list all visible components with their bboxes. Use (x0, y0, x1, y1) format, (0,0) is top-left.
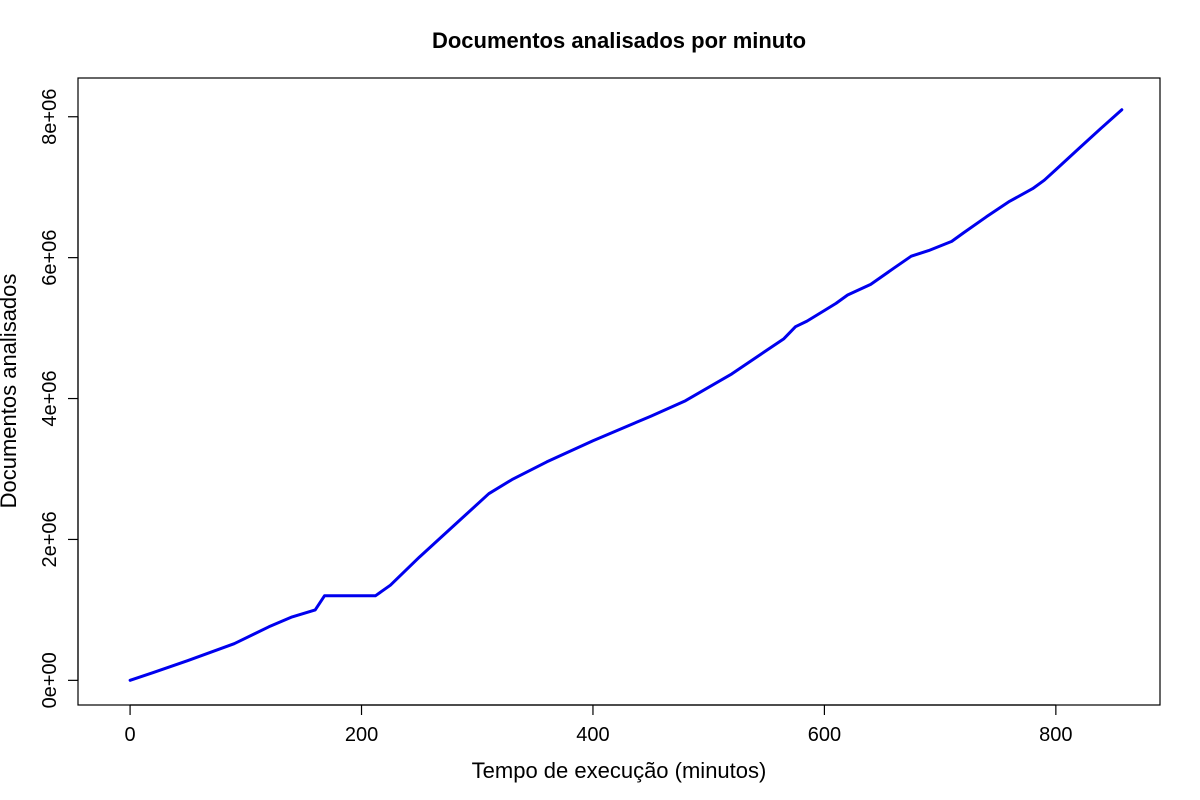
y-tick-label: 6e+06 (39, 230, 61, 286)
y-tick-label: 0e+00 (39, 652, 61, 708)
series-line (128, 108, 1124, 682)
x-tick-label: 0 (125, 724, 136, 746)
y-tick-label: 4e+06 (39, 370, 61, 426)
y-tick-label: 2e+06 (39, 511, 61, 567)
x-axis: 0 200 400 600 800 (125, 704, 1073, 746)
x-tick-label: 200 (345, 724, 378, 746)
y-axis: 0e+00 2e+06 4e+06 6e+06 8e+06 (39, 89, 79, 708)
x-tick-label: 800 (1039, 724, 1072, 746)
y-axis-label: Documentos analisados (0, 274, 21, 509)
x-tick-label: 400 (576, 724, 609, 746)
x-tick-label: 600 (808, 724, 841, 746)
plot-frame (77, 77, 1161, 706)
y-tick-label: 8e+06 (39, 89, 61, 145)
x-axis-label: Tempo de execução (minutos) (472, 758, 767, 783)
series-group (128, 108, 1124, 682)
chart-title: Documentos analisados por minuto (432, 28, 806, 53)
